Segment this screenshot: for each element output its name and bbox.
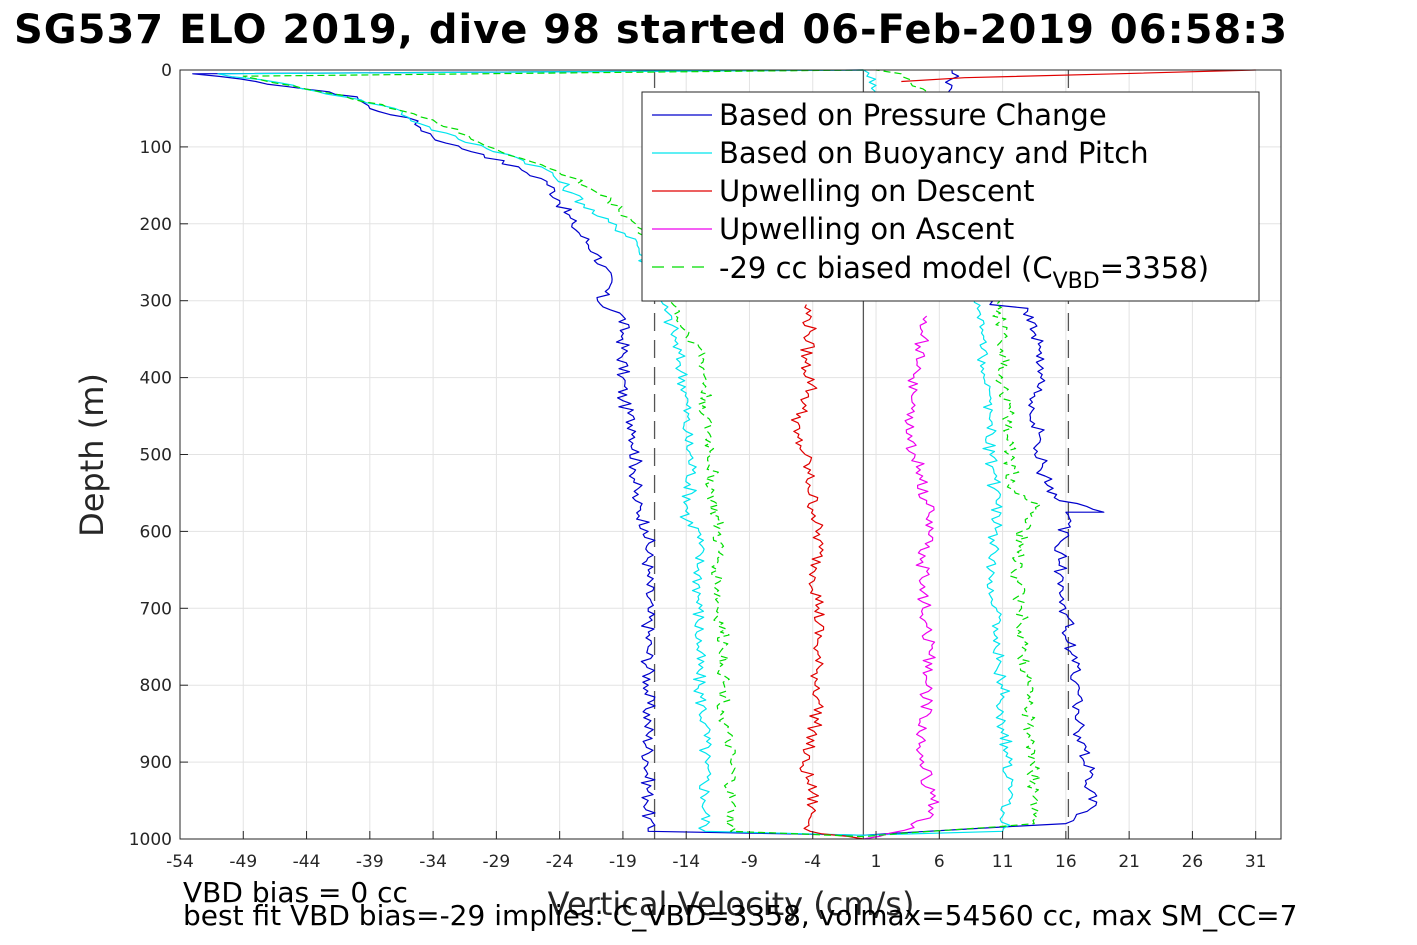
- x-tick-label: 21: [1118, 852, 1140, 872]
- x-tick-label: -19: [609, 852, 637, 872]
- x-tick-label: 6: [934, 852, 945, 872]
- y-tick-label: 0: [161, 61, 172, 81]
- x-axis-label: Vertical Velocity (cm/s): [548, 885, 915, 923]
- x-ticks: -54 -49 -44 -39 -34 -29 -24 -19 -14 -9 -4 1 6 11 16 21 2…: [166, 831, 1267, 872]
- y-tick-label: 100: [140, 138, 172, 158]
- x-tick-label: -9: [741, 852, 758, 872]
- x-tick-label: 16: [1055, 852, 1077, 872]
- y-tick-label: 700: [140, 599, 172, 619]
- x-tick-label: 1: [871, 852, 882, 872]
- legend-label-model: -29 cc biased model (CVBD=3358): [719, 251, 1209, 294]
- series-line-up_descent: [901, 69, 1256, 83]
- y-tick-label: 400: [140, 369, 172, 389]
- x-tick-label: -39: [356, 852, 384, 872]
- x-tick-label: 11: [992, 852, 1014, 872]
- y-tick-label: 200: [140, 215, 172, 235]
- y-axis-label: Depth (m): [73, 373, 111, 537]
- x-tick-label: -34: [419, 852, 447, 872]
- y-ticks: 0 100 200 300 400 500 600 700 800 900 1000: [129, 61, 188, 850]
- series-line-buoyancy: [217, 69, 1014, 836]
- y-tick-label: 500: [140, 446, 172, 466]
- legend-label-buoyancy: Based on Buoyancy and Pitch: [719, 136, 1149, 170]
- x-tick-label: 26: [1182, 852, 1204, 872]
- series-layer: [192, 69, 1256, 840]
- x-tick-label: 31: [1245, 852, 1267, 872]
- chart-title: SG537 ELO 2019, dive 98 started 06-Feb-2…: [14, 7, 1289, 53]
- x-tick-label: -4: [804, 852, 821, 872]
- legend-model-suffix: =3358): [1100, 251, 1209, 285]
- x-tick-label: -54: [166, 852, 194, 872]
- y-tick-label: 300: [140, 292, 172, 312]
- series-line-pressure: [192, 69, 1105, 836]
- y-tick-label: 800: [140, 676, 172, 696]
- x-tick-label: -14: [672, 852, 700, 872]
- series-line-model: [242, 69, 1042, 838]
- legend-box: [641, 91, 1260, 302]
- x-tick-label: -29: [482, 852, 510, 872]
- x-tick-label: -49: [229, 852, 257, 872]
- y-tick-label: 1000: [129, 830, 172, 850]
- footer-best-fit: best fit VBD bias=-29 implies: C_VBD=335…: [183, 899, 1298, 932]
- x-tick-label: -44: [293, 852, 321, 872]
- y-tick-label: 600: [140, 522, 172, 542]
- footer-vbd-bias: VBD bias = 0 cc: [183, 876, 408, 909]
- y-tick-label: 900: [140, 753, 172, 773]
- legend-model-sub: VBD: [1053, 269, 1100, 294]
- legend: Based on Pressure Change Based on Buoyan…: [641, 91, 1260, 302]
- series-line-up_ascent: [863, 315, 940, 840]
- legend-model-prefix: -29 cc biased model (C: [719, 251, 1053, 285]
- x-tick-label: -24: [546, 852, 574, 872]
- series-line-up_descent: [790, 304, 864, 840]
- legend-label-pressure: Based on Pressure Change: [719, 98, 1107, 132]
- legend-label-up-ascent: Upwelling on Ascent: [719, 212, 1014, 246]
- legend-label-up-descent: Upwelling on Descent: [719, 174, 1035, 208]
